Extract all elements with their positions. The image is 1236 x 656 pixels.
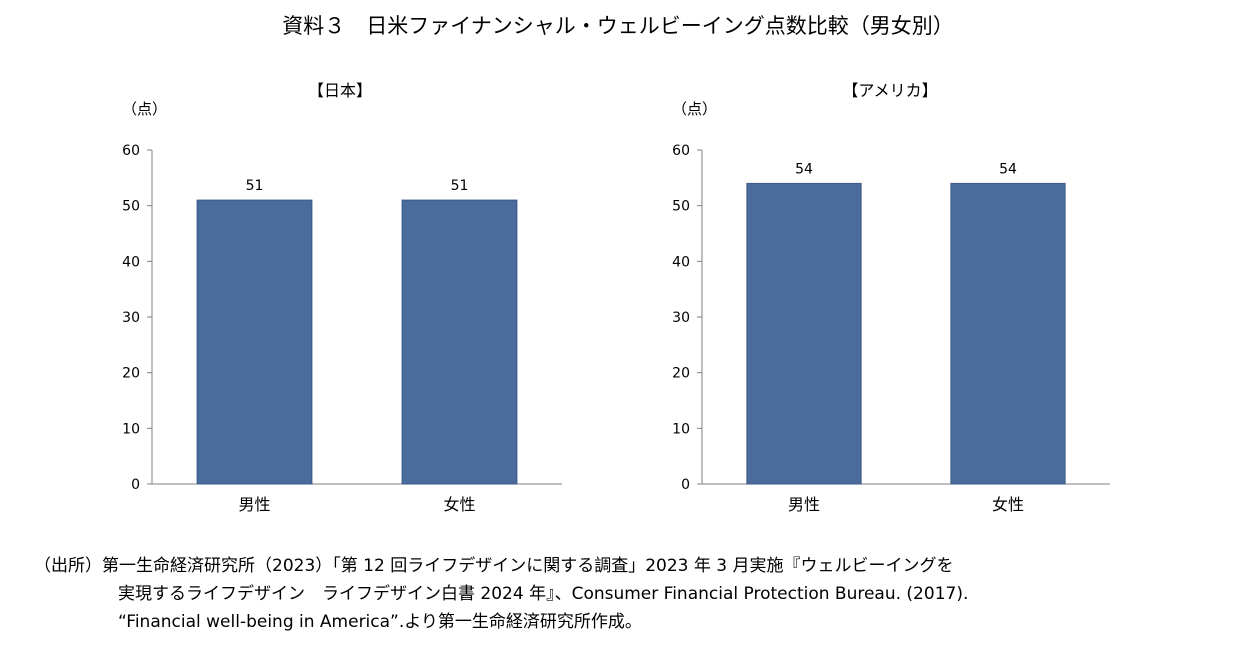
y-tick-label: 0 [681, 477, 690, 493]
x-tick-label: 女性 [992, 495, 1024, 514]
bar-america-1 [746, 182, 862, 485]
chart-japan: 【日本】 （点） 0 10 20 30 40 50 60 51 男性 51 女性 [122, 81, 562, 514]
y-tick-label: 10 [122, 421, 140, 437]
data-label: 51 [451, 178, 469, 194]
y-tick-label: 60 [672, 143, 690, 159]
source-line-1: （出所）第一生命経済研究所（2023）「第 12 回ライフデザインに関する調査」… [34, 556, 954, 576]
x-tick-label: 女性 [443, 495, 475, 514]
y-tick-label: 50 [672, 199, 690, 215]
bar-america-2 [950, 182, 1066, 485]
y-tick-label: 30 [672, 310, 690, 326]
bar-japan-1 [196, 199, 313, 485]
y-axis-unit-label: （点） [672, 100, 717, 118]
y-tick-label: 20 [672, 366, 690, 382]
y-tick-label: 30 [122, 310, 140, 326]
y-tick-label: 10 [672, 421, 690, 437]
y-tick-label: 20 [122, 366, 140, 382]
chart-america: 【アメリカ】 （点） 0 10 20 30 40 50 60 54 男性 54 女性 [672, 81, 1110, 514]
charts-area: 【日本】 （点） 0 10 20 30 40 50 60 51 男性 51 女性 【アメリカ】 （点） 0 10… [122, 81, 1110, 514]
y-tick-label: 40 [122, 254, 140, 270]
figure-title: 資料３ 日米ファイナンシャル・ウェルビーイング点数比較（男女別） [282, 14, 954, 38]
bar-japan-2 [401, 199, 518, 485]
data-label: 54 [999, 161, 1017, 177]
x-tick-label: 男性 [238, 495, 270, 514]
x-tick-label: 男性 [788, 495, 820, 514]
data-label: 51 [246, 178, 264, 194]
y-tick-label: 60 [122, 143, 140, 159]
y-tick-label: 0 [131, 477, 140, 493]
chart-title: 【日本】 [308, 81, 372, 100]
source-note: （出所）第一生命経済研究所（2023）「第 12 回ライフデザインに関する調査」… [34, 552, 1224, 636]
chart-title: 【アメリカ】 [842, 81, 937, 100]
y-tick-label: 50 [122, 199, 140, 215]
source-line-2: 実現するライフデザイン ライフデザイン白書 2024 年』、Consumer F… [118, 584, 969, 604]
data-label: 54 [795, 161, 813, 177]
y-axis-unit-label: （点） [122, 100, 167, 118]
source-line-3: “Financial well-being in America”.より第一生命… [118, 612, 642, 632]
y-tick-label: 40 [672, 254, 690, 270]
